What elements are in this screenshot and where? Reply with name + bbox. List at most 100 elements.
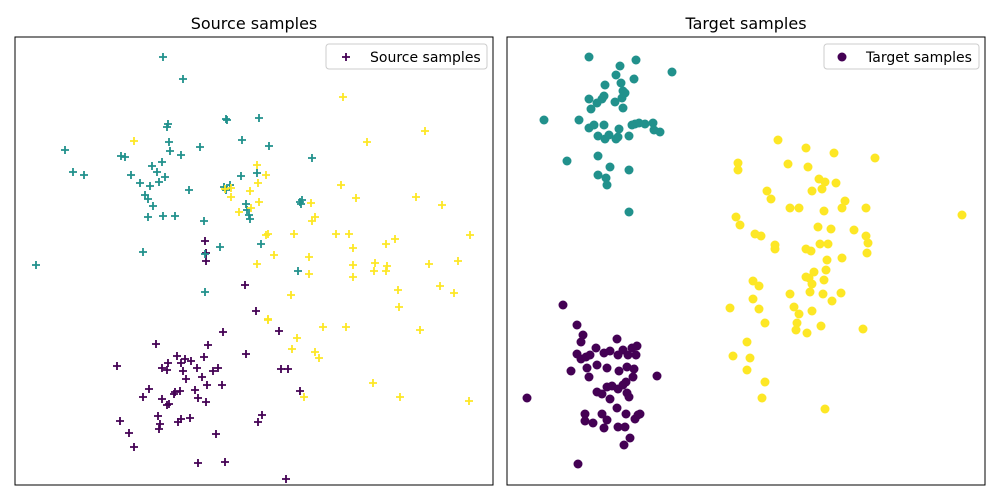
data-point: [287, 291, 295, 299]
data-point: [300, 393, 308, 401]
data-point: [640, 119, 650, 129]
data-point: [627, 120, 637, 130]
data-point: [539, 115, 549, 125]
data-point: [818, 289, 828, 299]
data-point: [614, 124, 624, 134]
data-point: [363, 138, 371, 146]
data-point: [202, 257, 210, 265]
data-point: [742, 365, 752, 375]
data-point: [816, 321, 826, 331]
data-point: [785, 289, 795, 299]
data-point: [349, 244, 357, 252]
data-point: [631, 55, 641, 65]
data-point: [182, 375, 190, 383]
data-point: [194, 459, 202, 467]
data-point: [593, 131, 603, 141]
data-point: [277, 365, 285, 373]
data-point: [599, 423, 609, 433]
data-point: [254, 179, 262, 187]
data-point: [837, 253, 847, 263]
data-point: [253, 161, 261, 169]
data-point: [185, 186, 193, 194]
data-point: [293, 334, 301, 342]
data-point: [349, 273, 357, 281]
data-point: [177, 151, 185, 159]
data-point: [754, 304, 764, 314]
data-point: [252, 307, 260, 315]
data-point: [801, 244, 811, 254]
data-point: [159, 53, 167, 61]
data-point: [614, 366, 624, 376]
data-point: [611, 134, 621, 144]
data-point: [631, 350, 641, 360]
data-point: [164, 120, 172, 128]
data-point: [466, 231, 474, 239]
data-point: [789, 302, 799, 312]
data-point: [667, 67, 677, 77]
data-point: [580, 416, 590, 426]
data-point: [619, 440, 629, 450]
data-point: [394, 286, 402, 294]
data-point: [61, 146, 69, 154]
data-point: [264, 316, 272, 324]
data-point: [622, 362, 632, 372]
data-point: [156, 420, 164, 428]
data-point: [319, 323, 327, 331]
target-legend-circle-icon: [837, 52, 847, 62]
data-point: [144, 213, 152, 221]
data-point: [733, 158, 743, 168]
source-plot-frame: [14, 36, 494, 486]
data-point: [136, 179, 144, 187]
data-point: [601, 173, 611, 183]
target-panel-title: Target samples: [684, 14, 806, 33]
data-point: [201, 237, 209, 245]
data-point: [820, 177, 830, 187]
data-point: [760, 318, 770, 328]
data-point: [187, 357, 195, 365]
data-point: [522, 393, 532, 403]
data-point: [599, 91, 609, 101]
source-legend: Source samples: [325, 43, 488, 70]
data-point: [201, 288, 209, 296]
data-point: [270, 251, 278, 259]
data-point: [592, 98, 602, 108]
data-point: [198, 373, 206, 381]
data-point: [770, 244, 780, 254]
data-point: [823, 239, 833, 249]
data-point: [203, 381, 211, 389]
data-point: [605, 162, 615, 172]
data-point: [32, 261, 40, 269]
data-point: [820, 404, 830, 414]
data-point: [245, 211, 253, 219]
data-point: [610, 97, 620, 107]
data-point: [573, 459, 583, 469]
data-point: [146, 182, 154, 190]
data-point: [826, 224, 836, 234]
data-point: [242, 350, 250, 358]
data-point: [227, 193, 235, 201]
data-point: [861, 231, 871, 241]
data-point: [831, 178, 841, 188]
data-point: [574, 115, 584, 125]
data-point: [604, 130, 614, 140]
data-point: [247, 204, 255, 212]
data-point: [221, 185, 229, 193]
data-point: [633, 410, 643, 420]
data-point: [629, 364, 639, 374]
data-point: [861, 203, 871, 213]
data-point: [807, 279, 817, 289]
data-point: [957, 210, 967, 220]
data-point: [290, 230, 298, 238]
data-point: [586, 104, 596, 114]
target-legend-label: Target samples: [865, 50, 972, 66]
data-point: [254, 418, 262, 426]
data-point: [158, 395, 166, 403]
target-plot-frame: [506, 36, 986, 486]
data-point: [616, 78, 626, 88]
data-point: [625, 433, 635, 443]
data-point: [255, 114, 263, 122]
data-point: [421, 127, 429, 135]
data-point: [257, 240, 265, 248]
data-point: [593, 151, 603, 161]
